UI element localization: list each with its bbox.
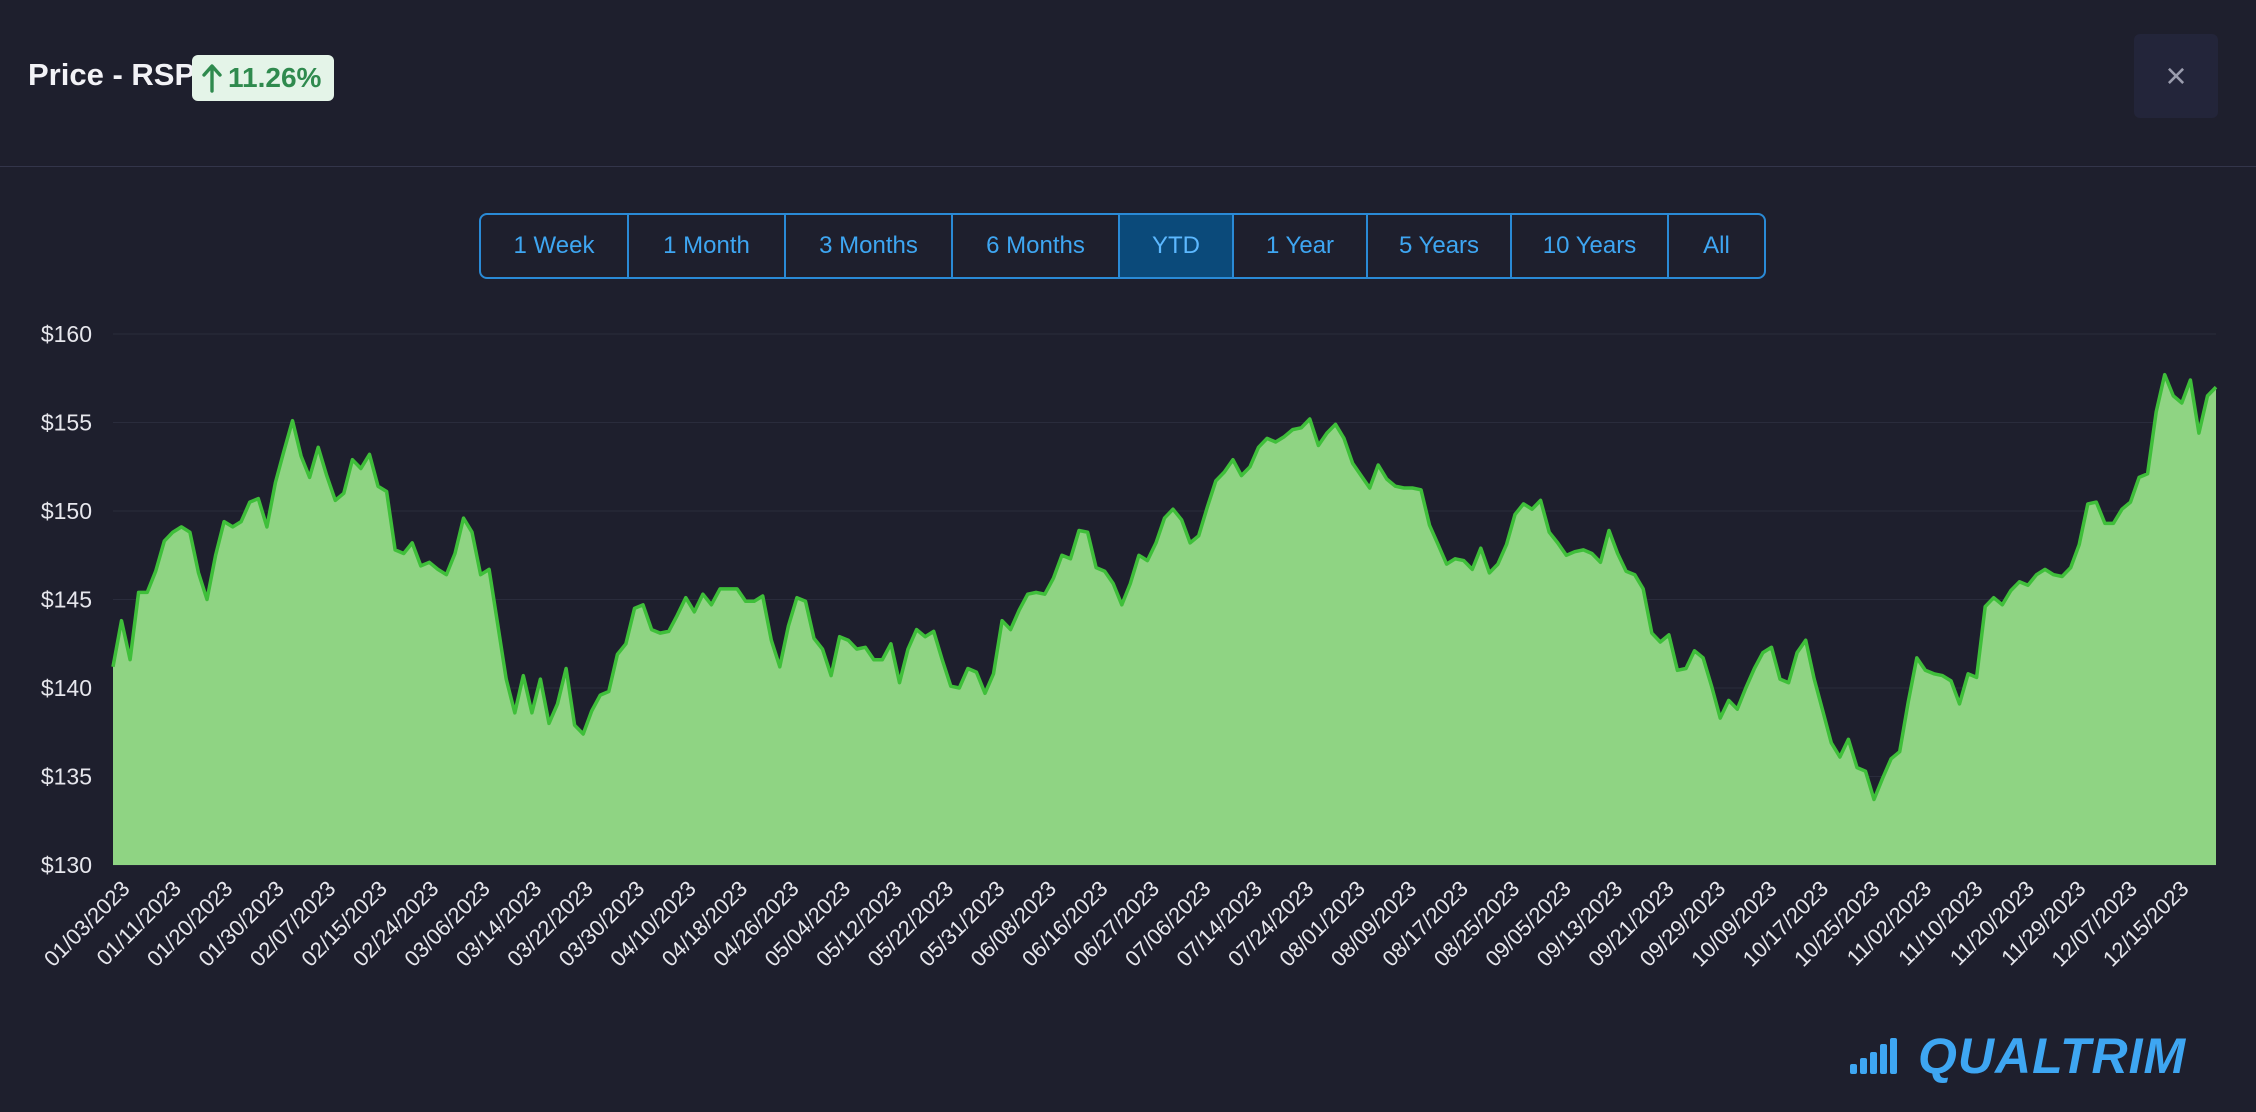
y-tick-label: $155 xyxy=(41,410,92,436)
range-option-1-week[interactable]: 1 Week xyxy=(481,215,629,277)
y-tick-label: $145 xyxy=(41,587,92,613)
price-area xyxy=(113,374,2216,865)
y-tick-label: $140 xyxy=(41,675,92,701)
bar-chart-icon xyxy=(1850,1034,1908,1079)
range-option-3-months[interactable]: 3 Months xyxy=(786,215,953,277)
change-value: 11.26% xyxy=(228,62,322,93)
range-option-1-month[interactable]: 1 Month xyxy=(629,215,786,277)
price-area-chart: $130$135$140$145$150$155$16001/03/202301… xyxy=(39,321,2218,971)
brand-name: QUALTRIM xyxy=(1918,1028,2187,1084)
arrow-up-icon xyxy=(202,63,222,93)
close-button[interactable]: × xyxy=(2134,34,2218,118)
range-option-ytd[interactable]: YTD xyxy=(1120,215,1234,277)
time-range-selector: 1 Week 1 Month 3 Months 6 Months YTD 1 Year 5 … xyxy=(479,213,1766,279)
range-option-10-years[interactable]: 10 Years xyxy=(1512,215,1669,277)
y-tick-label: $160 xyxy=(41,321,92,347)
close-icon: × xyxy=(2165,55,2187,96)
range-option-all[interactable]: All xyxy=(1703,232,1730,259)
brand-logo: QUALTRIM xyxy=(1850,1028,2187,1084)
y-tick-label: $130 xyxy=(41,852,92,878)
range-option-5-years[interactable]: 5 Years xyxy=(1368,215,1512,277)
range-option-1-year[interactable]: 1 Year xyxy=(1234,215,1368,277)
y-tick-label: $150 xyxy=(41,498,92,524)
page-title: Price - RSP xyxy=(28,57,196,92)
change-badge: 11.26% xyxy=(192,55,335,101)
chart-header: Price - RSP 11.26% × xyxy=(0,0,2256,167)
range-option-6-months[interactable]: 6 Months xyxy=(953,215,1120,277)
y-tick-label: $135 xyxy=(41,764,92,790)
price-line xyxy=(111,372,2218,802)
